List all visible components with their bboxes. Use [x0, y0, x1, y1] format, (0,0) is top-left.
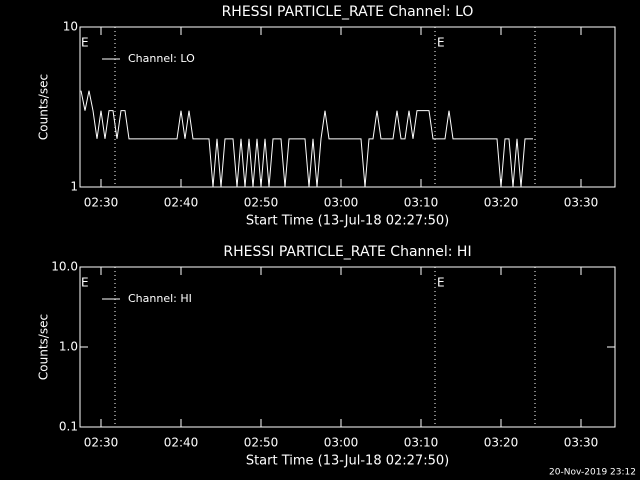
data-line	[80, 90, 533, 188]
legend-label: Channel: LO	[128, 52, 195, 65]
event-label: E	[81, 276, 89, 290]
x-axis-label: Start Time (13-Jul-18 02:27:50)	[246, 454, 449, 469]
plot-frame	[79, 26, 616, 188]
x-tick-label: 03:10	[404, 436, 439, 450]
x-tick-label: 02:30	[84, 196, 119, 210]
y-tick-label: 1	[70, 180, 78, 194]
x-tick-label: 02:50	[244, 436, 279, 450]
y-tick-label: 1.0	[59, 340, 78, 354]
x-tick-label: 02:30	[84, 436, 119, 450]
event-label: E	[437, 36, 445, 50]
y-tick-label: 10.0	[51, 260, 78, 274]
x-tick-label: 03:10	[404, 196, 439, 210]
x-tick-label: 03:00	[324, 436, 359, 450]
y-tick-label: 0.1	[59, 420, 78, 434]
x-tick-label: 03:00	[324, 196, 359, 210]
x-tick-label: 02:40	[164, 196, 199, 210]
event-label: E	[81, 36, 89, 50]
event-label: E	[437, 276, 445, 290]
x-tick-label: 02:40	[164, 436, 199, 450]
x-axis-label: Start Time (13-Jul-18 02:27:50)	[246, 214, 449, 229]
x-tick-label: 03:20	[484, 196, 519, 210]
chart-title: RHESSI PARTICLE_RATE Channel: HI	[223, 244, 471, 260]
x-tick-label: 03:30	[564, 436, 599, 450]
y-axis-label: Counts/sec	[37, 314, 51, 380]
x-tick-label: 03:20	[484, 436, 519, 450]
y-tick-label: 10	[63, 20, 78, 34]
x-tick-label: 02:50	[244, 196, 279, 210]
x-tick-label: 03:30	[564, 196, 599, 210]
footer: 20-Nov-2019 23:12	[549, 468, 636, 478]
y-axis-label: Counts/sec	[37, 74, 51, 140]
legend-label: Channel: HI	[128, 292, 192, 305]
chart-title: RHESSI PARTICLE_RATE Channel: LO	[222, 4, 474, 20]
